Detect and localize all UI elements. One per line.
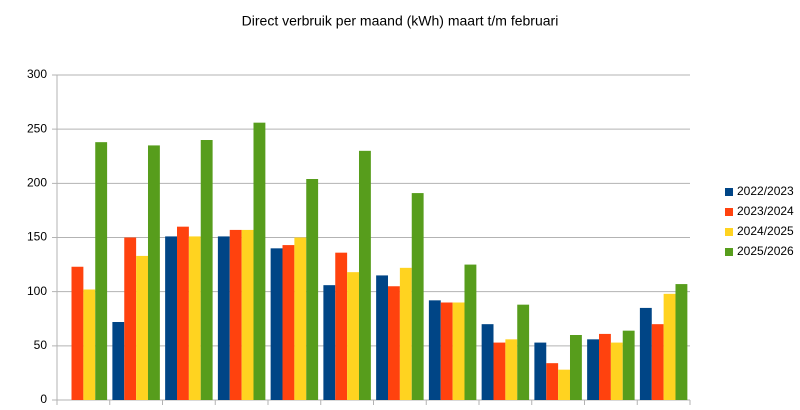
bar xyxy=(639,307,652,400)
bar xyxy=(83,289,96,400)
legend-label: 2023/2024 xyxy=(737,204,794,218)
bar xyxy=(663,293,676,400)
bar xyxy=(347,272,359,400)
y-tick-label: 0 xyxy=(40,392,47,406)
bar xyxy=(428,300,441,400)
bar xyxy=(610,342,623,400)
bar xyxy=(217,236,230,400)
y-tick-label: 300 xyxy=(27,67,47,81)
bar xyxy=(376,275,389,400)
legend-label: 2024/2025 xyxy=(737,224,794,238)
legend-swatch xyxy=(725,228,733,236)
bar xyxy=(165,236,178,400)
bar xyxy=(399,267,412,400)
bar xyxy=(587,339,600,400)
y-tick-label: 150 xyxy=(27,230,47,244)
y-tick-label: 50 xyxy=(34,338,48,352)
bar xyxy=(411,193,424,400)
bar xyxy=(651,324,664,400)
bar xyxy=(136,255,148,400)
bar xyxy=(200,140,213,400)
bar xyxy=(270,248,283,400)
bar xyxy=(177,226,189,400)
bar xyxy=(188,236,201,400)
bar xyxy=(517,304,530,400)
bar xyxy=(358,150,371,400)
y-tick-label: 200 xyxy=(27,176,47,190)
bar xyxy=(253,122,266,401)
bar xyxy=(622,330,635,400)
bar xyxy=(440,302,453,400)
bar xyxy=(124,237,137,400)
bar xyxy=(229,229,242,400)
bar xyxy=(282,245,295,400)
bar xyxy=(294,237,307,400)
bar xyxy=(452,302,465,400)
legend-swatch xyxy=(725,188,733,196)
bar xyxy=(147,145,160,400)
bar xyxy=(569,335,582,400)
legend-swatch xyxy=(725,248,733,256)
bar xyxy=(241,229,254,400)
y-tick-label: 100 xyxy=(27,284,47,298)
bar xyxy=(95,142,108,400)
bar xyxy=(599,333,611,400)
bar xyxy=(675,284,688,400)
bar xyxy=(534,342,547,400)
bar xyxy=(464,264,477,400)
bar xyxy=(323,285,336,400)
bar xyxy=(306,179,319,400)
bar xyxy=(112,322,125,400)
bar xyxy=(481,324,494,400)
bar xyxy=(388,286,400,400)
chart-title: Direct verbruik per maand (kWh) maart t/… xyxy=(242,13,559,29)
y-tick-label: 250 xyxy=(27,121,47,135)
bar xyxy=(335,252,348,400)
bar xyxy=(546,363,559,400)
legend-swatch xyxy=(725,208,733,216)
bar xyxy=(505,339,518,400)
bar xyxy=(493,342,506,400)
bar xyxy=(71,266,84,400)
legend-label: 2025/2026 xyxy=(737,244,794,258)
legend-label: 2022/2023 xyxy=(737,184,794,198)
bar xyxy=(558,369,570,400)
